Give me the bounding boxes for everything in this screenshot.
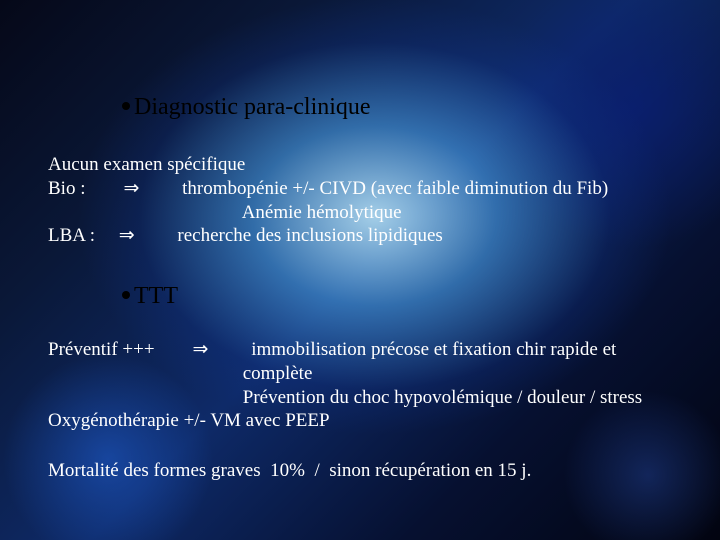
label: Préventif +++ <box>48 339 155 360</box>
line: Prévention du choc hypovolémique / doule… <box>48 386 642 410</box>
heading-text: TTT <box>134 283 178 309</box>
block-mortality: Mortalité des formes graves 10% / sinon … <box>48 459 531 483</box>
text: complète <box>243 363 313 384</box>
arrow-icon: ⇒ <box>193 339 209 360</box>
line: complète <box>48 362 642 386</box>
line: Bio : ⇒ thrombopénie +/- CIVD (avec faib… <box>48 177 608 201</box>
bullet-icon <box>122 102 130 110</box>
label: Bio : <box>48 178 85 199</box>
line: Aucun examen spécifique <box>48 153 608 177</box>
heading-ttt: TTT <box>122 283 178 310</box>
line: Mortalité des formes graves 10% / sinon … <box>48 459 531 483</box>
block-diagnostic-body: Aucun examen spécifique Bio : ⇒ thrombop… <box>48 153 608 248</box>
line: Préventif +++ ⇒ immobilisation précose e… <box>48 338 642 362</box>
line: Oxygénothérapie +/- VM avec PEEP <box>48 409 642 433</box>
heading-diagnostic: Diagnostic para-clinique <box>122 94 371 121</box>
block-ttt-body: Préventif +++ ⇒ immobilisation précose e… <box>48 338 642 433</box>
text: immobilisation précose et fixation chir … <box>251 339 616 360</box>
bullet-icon <box>122 291 130 299</box>
text: thrombopénie +/- CIVD (avec faible dimin… <box>182 178 608 199</box>
arrow-icon: ⇒ <box>123 178 139 199</box>
line: LBA : ⇒ recherche des inclusions lipidiq… <box>48 224 608 248</box>
label: LBA : <box>48 225 95 246</box>
heading-text: Diagnostic para-clinique <box>134 94 371 120</box>
line: Anémie hémolytique <box>48 201 608 225</box>
text: Anémie hémolytique <box>242 202 402 223</box>
text: recherche des inclusions lipidiques <box>177 225 442 246</box>
arrow-icon: ⇒ <box>119 225 135 246</box>
slide: Diagnostic para-clinique Aucun examen sp… <box>0 0 720 540</box>
text: Prévention du choc hypovolémique / doule… <box>243 387 642 408</box>
